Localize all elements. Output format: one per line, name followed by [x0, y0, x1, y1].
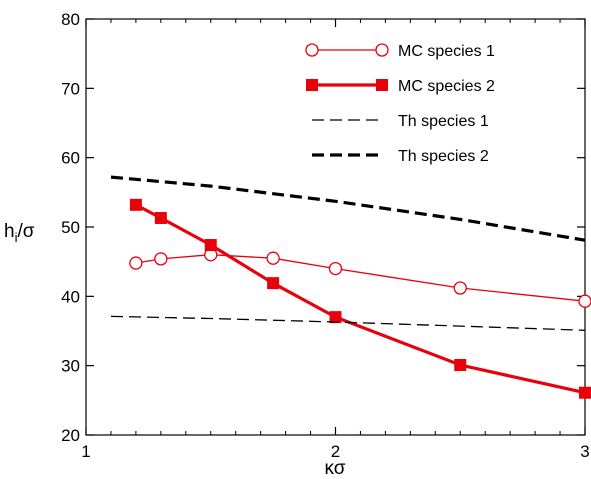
data-point [454, 358, 467, 371]
legend-label: Th species 2 [398, 148, 489, 165]
data-point [154, 252, 168, 266]
legend-marker [306, 79, 318, 91]
data-point [129, 256, 143, 270]
data-point [129, 198, 142, 211]
series-line [110, 175, 586, 242]
axis-ticks: 20 30 40 50 60 70 80 1 2 3 [61, 10, 590, 461]
legend-entry: MC species 1 [305, 43, 495, 60]
data-point [453, 281, 467, 295]
data-point [267, 277, 280, 290]
y-axis-label-sub: i [15, 230, 18, 245]
legend: MC species 1 MC species 2 Th species 1 Th s… [305, 43, 495, 165]
legend-label: MC species 1 [398, 43, 495, 60]
legend-entry: Th species 2 [312, 148, 489, 165]
y-axis-label-main: h [4, 221, 15, 242]
legend-marker [305, 43, 319, 57]
legend-marker [375, 43, 389, 57]
series-layer [110, 175, 591, 399]
y-tick-label: 70 [61, 79, 80, 98]
x-tick-label: 1 [81, 442, 90, 461]
y-tick-label: 20 [61, 426, 80, 445]
y-tick-label: 60 [61, 149, 80, 168]
x-tick-label: 3 [580, 442, 589, 461]
legend-entry: Th species 1 [312, 113, 489, 130]
y-tick-label: 40 [61, 287, 80, 306]
data-point [328, 261, 343, 276]
legend-label: MC species 2 [398, 78, 495, 95]
x-tick-label: 2 [331, 442, 340, 461]
series-3 [110, 315, 586, 331]
series-line [135, 254, 586, 302]
legend-marker [376, 79, 388, 91]
data-point [204, 239, 217, 252]
legend-label: Th species 1 [398, 113, 489, 130]
series-2 [129, 198, 591, 399]
series-1 [129, 248, 591, 308]
data-point [266, 251, 280, 265]
series-line [135, 203, 586, 395]
x-axis-label: κσ [325, 458, 346, 479]
y-tick-label: 80 [61, 10, 80, 29]
series-4 [110, 175, 586, 242]
y-axis-label: hi/σ [4, 221, 35, 245]
y-axis-label-tail: /σ [17, 221, 34, 242]
y-tick-label: 30 [61, 357, 80, 376]
series-line [110, 315, 586, 331]
y-tick-label: 50 [61, 218, 80, 237]
data-point [329, 311, 342, 324]
data-point [154, 211, 167, 224]
data-point [578, 294, 591, 308]
data-point [579, 386, 591, 399]
legend-entry: MC species 2 [306, 78, 495, 95]
